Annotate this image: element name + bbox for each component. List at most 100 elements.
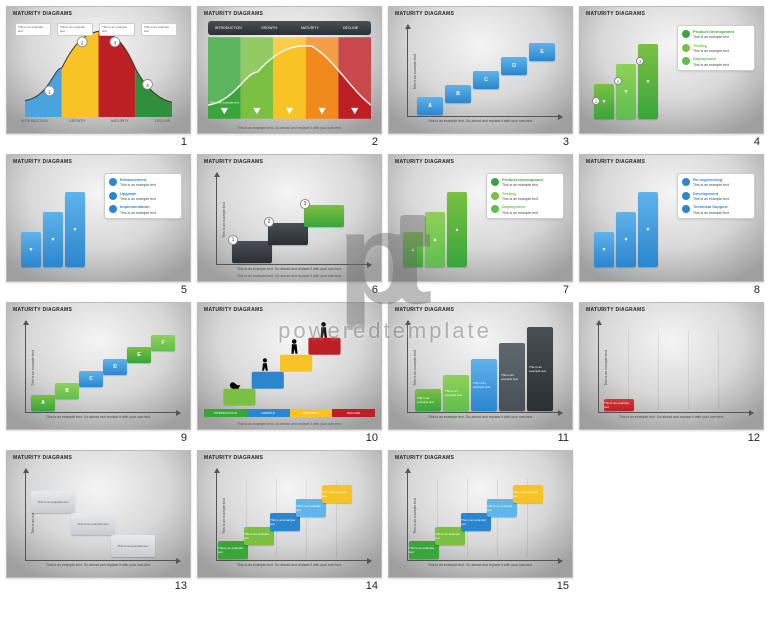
step-2: This is an example text [71,513,115,535]
bar-2: ▼ [43,212,63,267]
badge-1: 1 [592,97,600,105]
cell-6: MATURITY DIAGRAMS This is an example tex… [197,154,382,296]
legend-icon [682,192,690,200]
y-axis [25,469,26,561]
slide-number: 12 [579,430,764,444]
slide-6: MATURITY DIAGRAMS This is an example tex… [197,154,382,282]
cell-5: MATURITY DIAGRAMS ▼ ▼ ▼ EnhancementThis … [6,154,191,296]
slide-title: MATURITY DIAGRAMS [204,159,263,165]
slide-number: 8 [579,282,764,296]
stair-5: This is an example text [322,485,352,503]
slide-12: MATURITY DIAGRAMS This is an example tex… [579,302,764,430]
step-1: This is an example text [604,399,634,411]
legend-icon [109,178,117,186]
y-axis [598,321,599,413]
slide-5: MATURITY DIAGRAMS ▼ ▼ ▼ EnhancementThis … [6,154,191,282]
step-e: E [127,347,151,363]
svg-text:This is an example text: This is an example text [210,100,240,104]
chart-area: This is an example text This is an examp… [586,317,757,419]
y-label: This is an example text [413,498,417,534]
x-label: This is an example text. Go ahead and re… [13,415,184,419]
slide-number: 11 [388,430,573,444]
slide-title: MATURITY DIAGRAMS [13,307,72,313]
slide-title: MATURITY DIAGRAMS [586,159,645,165]
card-c: This is an example text [99,23,135,36]
chart-area: This is an example text A B C D E This i… [395,21,566,123]
card-a: This is an example text [15,23,51,36]
slide-9: MATURITY DIAGRAMS This is an example tex… [6,302,191,430]
x-axis [407,116,562,117]
footer: This is an example text. Go ahead and re… [198,126,381,130]
circle-1: 1 [228,235,238,245]
legend: EnhancementThis is an example text Upgra… [104,173,182,219]
footer: This is an example text. Go ahead and re… [198,274,381,278]
slide-number: 4 [579,134,764,148]
legend-icon [491,178,499,186]
bar-b: B [445,85,471,103]
x-axis [216,560,371,561]
bar-2: ▼ [616,212,636,267]
y-axis [407,321,408,413]
cell-11: MATURITY DIAGRAMS This is an example tex… [388,302,573,444]
slide-title: MATURITY DIAGRAMS [204,307,263,313]
bar-c: C [473,71,499,89]
cell-8: MATURITY DIAGRAMS ▼ ▼ ▼ Re-engineeringTh… [579,154,764,296]
legend-icon [491,205,499,213]
step-b: B [55,383,79,399]
slide-number: 9 [6,430,191,444]
cell-7: MATURITY DIAGRAMS ▲ ▲ ▲ Product developm… [388,154,573,296]
slide-title: MATURITY DIAGRAMS [586,307,645,313]
header-pills: INTRODUCTION GROWTH MATURITY DECLINE [208,21,371,35]
badge-2: 2 [614,77,622,85]
slide-number: 7 [388,282,573,296]
x-label: This is an example text. Go ahead and re… [395,563,566,567]
stair-5: This is an example text [513,485,543,503]
svg-text:1: 1 [48,89,51,95]
slide-11: MATURITY DIAGRAMS This is an example tex… [388,302,573,430]
y-axis [216,173,217,265]
bar-3: This is an example text [471,359,497,411]
slide-15: MATURITY DIAGRAMS This is an example tex… [388,450,573,578]
y-label: This is an example text [413,350,417,386]
legend: Re-engineeringThis is an example text De… [677,173,755,219]
y-axis [216,469,217,561]
chart-area: This is an example text 1 2 3 This is an… [204,169,375,271]
bar-1: This is an example text [415,389,441,411]
x-axis [25,560,180,561]
bar-3: ▼ [638,44,658,119]
slide-grid: MATURITY DIAGRAMS 1 2 3 4 This is an exa… [0,0,770,598]
x-label: This is an example text. Go ahead and re… [204,267,375,271]
slide-number: 13 [6,578,191,592]
phase-bar: INTRODUCTION GROWTH MATURITY DECLINE [204,409,375,417]
svg-text:4: 4 [146,83,149,89]
bar-2: ▼ [616,64,636,119]
bar-e: E [529,43,555,61]
legend-icon [682,178,690,186]
legend: Product developmentThis is an example te… [486,173,564,219]
slide-10: MATURITY DIAGRAMS INTRODUCTION GROWTH MA… [197,302,382,430]
slide-number: 1 [6,134,191,148]
step-3 [304,205,344,227]
bar-2: This is an example text [443,375,469,411]
slide-2: MATURITY DIAGRAMS INTRODUCTION GROWTH MA… [197,6,382,134]
step-1 [232,241,272,263]
x-label: This is an example text. Go ahead and re… [204,563,375,567]
bar-2: ▲ [425,212,445,267]
legend-icon [491,192,499,200]
slide-4: MATURITY DIAGRAMS ▼ ▼ ▼ 1 2 3 Product de… [579,6,764,134]
slide-title: MATURITY DIAGRAMS [13,455,72,461]
x-label: This is an example text. Go ahead and re… [13,563,184,567]
step-a: A [31,395,55,411]
cell-4: MATURITY DIAGRAMS ▼ ▼ ▼ 1 2 3 Product de… [579,6,764,148]
step-3: This is an example text [111,535,155,557]
cell-3: MATURITY DIAGRAMS This is an example tex… [388,6,573,148]
bar-3: ▼ [65,192,85,267]
legend-icon [109,192,117,200]
x-axis [25,412,180,413]
slide-title: MATURITY DIAGRAMS [13,159,72,165]
badge-3: 3 [636,57,644,65]
cell-15: MATURITY DIAGRAMS This is an example tex… [388,450,573,592]
slide-title: MATURITY DIAGRAMS [395,11,454,17]
step-1: This is an example text [31,491,75,513]
y-axis [407,469,408,561]
